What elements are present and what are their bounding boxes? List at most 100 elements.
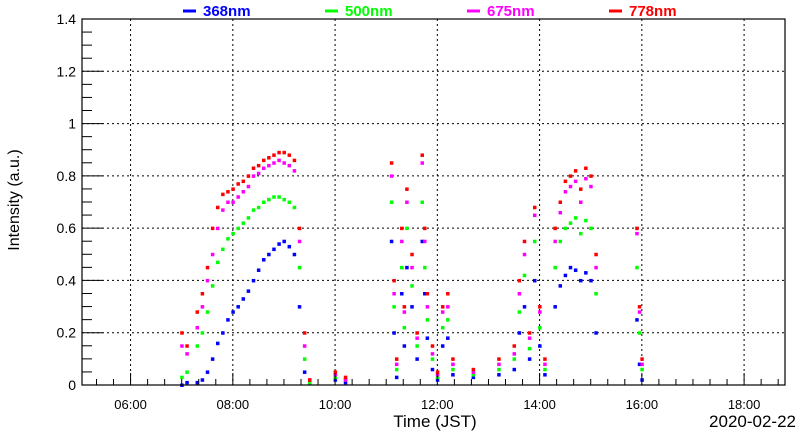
data-point xyxy=(405,265,409,270)
data-point xyxy=(522,305,527,309)
data-point xyxy=(410,265,414,270)
data-point xyxy=(267,163,271,168)
data-point xyxy=(589,184,593,189)
data-point xyxy=(267,252,271,257)
data-point xyxy=(277,242,281,246)
data-point xyxy=(440,310,445,314)
data-point xyxy=(584,176,588,181)
data-point xyxy=(226,237,230,241)
y-tick-label: 0.2 xyxy=(57,325,77,341)
x-tick-label: 12:00 xyxy=(421,397,454,412)
data-point xyxy=(410,284,414,288)
date-label: 2020-02-22 xyxy=(709,412,796,431)
data-point xyxy=(185,380,189,385)
data-point xyxy=(451,362,455,367)
data-point xyxy=(256,163,261,168)
data-point xyxy=(392,278,396,283)
legend-label-368nm: 368nm xyxy=(203,3,251,20)
data-point xyxy=(389,161,394,165)
data-point xyxy=(430,344,435,348)
data-point xyxy=(272,247,276,252)
data-point xyxy=(440,305,445,309)
x-tick-label: 18:00 xyxy=(728,397,761,412)
data-point xyxy=(512,357,517,361)
legend-label-778nm: 778nm xyxy=(629,3,677,20)
data-point xyxy=(558,284,563,288)
data-point xyxy=(517,310,522,314)
data-point xyxy=(543,357,547,361)
data-point xyxy=(394,357,399,361)
data-point xyxy=(497,362,501,367)
data-point xyxy=(497,367,501,372)
data-point xyxy=(563,226,568,231)
data-point xyxy=(308,380,312,385)
data-point xyxy=(402,310,407,314)
data-point xyxy=(210,226,215,231)
data-point xyxy=(425,336,430,340)
data-point xyxy=(573,216,578,220)
data-point xyxy=(594,292,598,296)
data-point xyxy=(389,200,394,204)
data-point xyxy=(584,271,588,275)
legend-label-500nm: 500nm xyxy=(345,3,393,20)
data-point xyxy=(267,197,271,202)
data-point xyxy=(231,187,235,191)
series-778nm xyxy=(180,150,644,382)
data-point xyxy=(180,331,184,335)
data-point xyxy=(563,273,568,278)
data-point xyxy=(200,378,205,382)
data-point xyxy=(333,370,338,374)
data-point xyxy=(236,226,240,231)
data-point xyxy=(527,331,532,335)
data-point xyxy=(251,278,256,283)
data-point xyxy=(497,357,501,361)
data-point xyxy=(522,252,527,257)
data-point xyxy=(415,336,419,340)
data-point xyxy=(282,150,286,155)
data-point xyxy=(236,195,240,199)
data-point xyxy=(553,239,557,244)
data-point xyxy=(471,367,476,372)
data-point xyxy=(568,184,573,189)
data-point xyxy=(392,305,396,309)
data-point xyxy=(205,265,210,270)
data-point xyxy=(637,305,642,309)
y-tick-label: 0.6 xyxy=(57,220,77,236)
data-point xyxy=(471,375,476,380)
x-axis-label: Time (JST) xyxy=(393,412,476,431)
data-point xyxy=(553,305,557,309)
data-point xyxy=(558,210,563,215)
data-point xyxy=(210,284,215,288)
data-point xyxy=(221,247,225,252)
data-point xyxy=(185,344,189,348)
data-point xyxy=(221,208,225,212)
data-point xyxy=(215,260,220,265)
data-point xyxy=(392,331,396,335)
data-point xyxy=(527,357,532,361)
data-point xyxy=(637,310,642,314)
data-point xyxy=(195,310,200,314)
data-point xyxy=(589,226,593,231)
data-point xyxy=(246,216,251,220)
data-point xyxy=(446,305,450,309)
data-point xyxy=(231,231,235,236)
data-point xyxy=(435,370,440,374)
data-point xyxy=(440,325,445,330)
x-tick-label: 16:00 xyxy=(626,397,659,412)
data-point xyxy=(185,370,189,374)
x-tick-label: 08:00 xyxy=(217,397,250,412)
data-point xyxy=(553,265,557,270)
data-point xyxy=(256,205,261,210)
data-point xyxy=(251,208,256,212)
data-point xyxy=(236,305,240,309)
data-point xyxy=(292,169,297,173)
data-point xyxy=(584,166,588,171)
data-point xyxy=(527,336,532,340)
data-point xyxy=(272,161,276,165)
data-point xyxy=(471,370,476,374)
data-point xyxy=(277,195,281,199)
data-point xyxy=(637,362,642,367)
data-point xyxy=(563,190,568,194)
data-point xyxy=(405,200,409,204)
